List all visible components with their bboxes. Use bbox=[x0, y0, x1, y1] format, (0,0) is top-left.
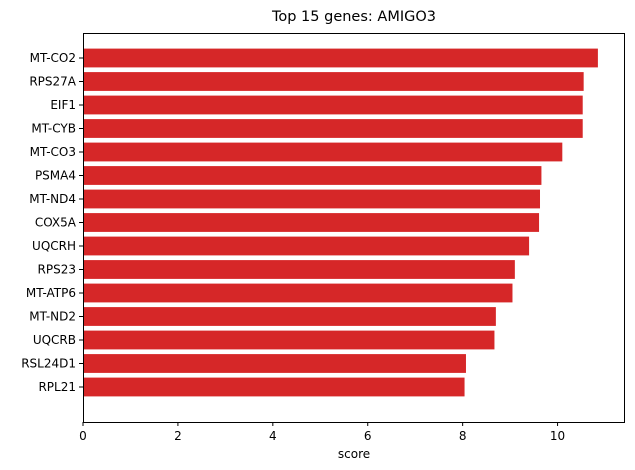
x-tick-label-4: 4 bbox=[269, 429, 277, 443]
y-tick-label-rsl24d1: RSL24D1 bbox=[21, 357, 76, 371]
y-tick-label-mt-nd4: MT-ND4 bbox=[29, 192, 76, 206]
bar-uqcrh bbox=[83, 236, 530, 256]
y-axis-ticks: MT-CO2 RPS27A EIF1 MT-CYB MT-CO3 PSMA4 MT-ND4 C… bbox=[21, 51, 83, 394]
bar-eif1 bbox=[83, 95, 583, 115]
bar-mt-atp6 bbox=[83, 283, 513, 303]
bar-psma4 bbox=[83, 166, 542, 185]
bar-mt-cyb bbox=[83, 119, 583, 138]
y-tick-label-mt-nd2: MT-ND2 bbox=[29, 310, 76, 324]
y-tick-label-psma4: PSMA4 bbox=[35, 169, 76, 183]
y-tick-label-mt-co3: MT-CO3 bbox=[30, 145, 76, 159]
y-tick-label-cox5a: COX5A bbox=[35, 216, 77, 230]
bar-rsl24d1 bbox=[83, 354, 466, 373]
bar-rps23 bbox=[83, 260, 515, 279]
y-tick-label-uqcrh: UQCRH bbox=[32, 239, 76, 253]
x-tick-label-10: 10 bbox=[550, 429, 565, 443]
bar-rps27a bbox=[83, 72, 584, 91]
bar-rpl21 bbox=[83, 377, 465, 397]
y-tick-label-eif1: EIF1 bbox=[50, 98, 76, 112]
x-tick-label-2: 2 bbox=[174, 429, 182, 443]
y-tick-label-rpl21: RPL21 bbox=[38, 380, 76, 394]
plot-frame bbox=[83, 33, 625, 423]
x-axis-ticks: 0 2 4 6 8 10 bbox=[79, 422, 565, 443]
chart-title: Top 15 genes: AMIGO3 bbox=[271, 9, 436, 25]
y-tick-label-mt-atp6: MT-ATP6 bbox=[26, 286, 76, 300]
y-tick-label-uqcrb: UQCRB bbox=[33, 333, 76, 347]
y-tick-label-mt-co2: MT-CO2 bbox=[30, 51, 76, 65]
bar-uqcrb bbox=[83, 330, 495, 350]
bar-mt-nd2 bbox=[83, 307, 496, 326]
y-tick-label-rps27a: RPS27A bbox=[29, 75, 76, 89]
x-tick-label-6: 6 bbox=[364, 429, 372, 443]
bar-cox5a bbox=[83, 213, 540, 232]
y-tick-label-mt-cyb: MT-CYB bbox=[31, 122, 76, 136]
bars-group bbox=[83, 48, 598, 397]
bar-mt-nd4 bbox=[83, 189, 541, 209]
x-tick-label-8: 8 bbox=[459, 429, 467, 443]
bar-mt-co2 bbox=[83, 48, 598, 68]
bar-mt-co3 bbox=[83, 142, 563, 162]
y-tick-label-rps23: RPS23 bbox=[38, 263, 76, 277]
x-tick-label-0: 0 bbox=[79, 429, 87, 443]
x-axis-label: score bbox=[338, 447, 370, 461]
